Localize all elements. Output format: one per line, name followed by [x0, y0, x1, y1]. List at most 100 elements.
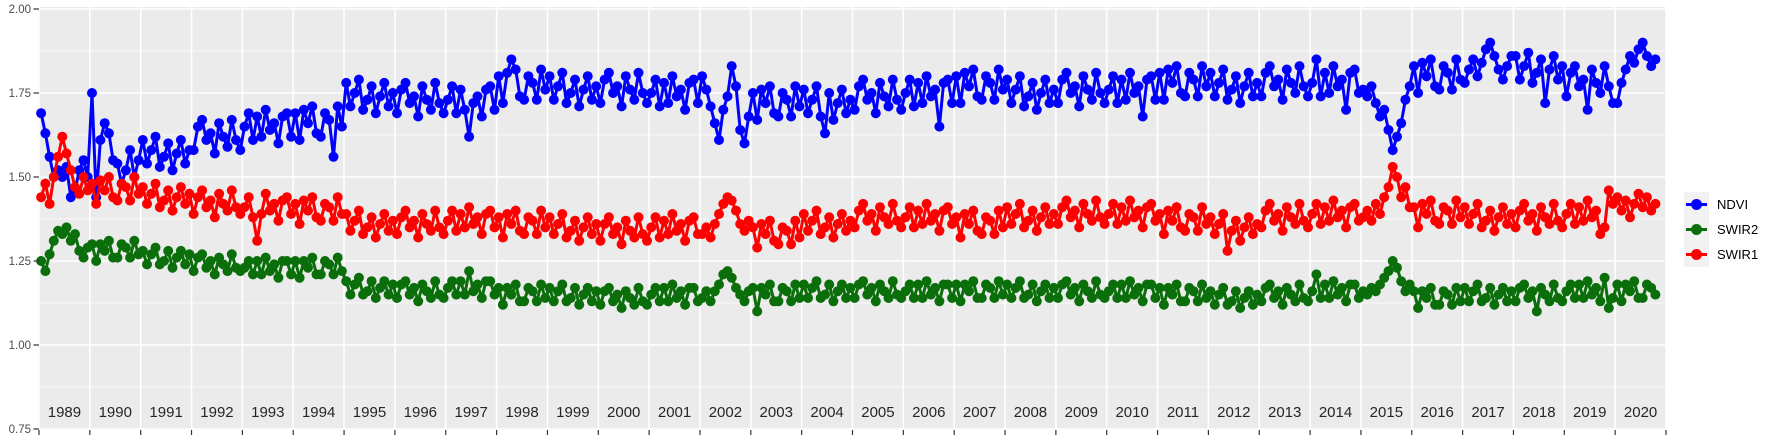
data-point-swir1[interactable] — [103, 172, 114, 182]
data-point-ndvi[interactable] — [735, 125, 746, 135]
data-point-ndvi[interactable] — [239, 121, 250, 132]
data-point-swir1[interactable] — [400, 205, 411, 216]
data-point-ndvi[interactable] — [243, 108, 254, 119]
data-point-ndvi[interactable] — [701, 84, 712, 95]
data-point-ndvi[interactable] — [1591, 77, 1602, 88]
data-point-swir2[interactable] — [103, 235, 114, 246]
data-point-swir1[interactable] — [290, 198, 301, 209]
data-point-swir2[interactable] — [273, 272, 284, 283]
data-point-swir2[interactable] — [747, 282, 758, 293]
data-point-swir1[interactable] — [1239, 222, 1250, 233]
data-point-ndvi[interactable] — [1582, 104, 1593, 115]
data-point-ndvi[interactable] — [557, 67, 568, 78]
data-point-ndvi[interactable] — [493, 71, 504, 82]
data-point-ndvi[interactable] — [205, 128, 216, 139]
data-point-swir2[interactable] — [252, 256, 263, 266]
data-point-swir2[interactable] — [1294, 279, 1305, 290]
data-point-swir2[interactable] — [1137, 296, 1148, 307]
data-point-ndvi[interactable] — [892, 94, 902, 105]
data-point-ndvi[interactable] — [1527, 77, 1538, 88]
data-point-swir2[interactable] — [519, 296, 530, 307]
data-point-ndvi[interactable] — [1544, 64, 1555, 75]
data-point-swir1[interactable] — [1294, 198, 1305, 209]
data-point-swir2[interactable] — [993, 276, 1004, 287]
data-point-ndvi[interactable] — [803, 108, 813, 119]
data-point-swir2[interactable] — [497, 299, 508, 310]
data-point-swir2[interactable] — [764, 279, 775, 290]
data-point-swir2[interactable] — [866, 282, 877, 293]
data-point-swir2[interactable] — [1510, 296, 1521, 307]
data-point-ndvi[interactable] — [582, 71, 593, 82]
data-point-swir1[interactable] — [1264, 198, 1275, 209]
data-point-swir2[interactable] — [667, 279, 678, 290]
data-point-swir2[interactable] — [222, 266, 233, 277]
data-point-swir2[interactable] — [1637, 293, 1648, 303]
data-point-swir1[interactable] — [1146, 198, 1157, 209]
data-point-swir2[interactable] — [506, 289, 517, 300]
data-point-swir2[interactable] — [1319, 279, 1330, 290]
data-point-swir2[interactable] — [1209, 299, 1220, 310]
data-point-swir1[interactable] — [273, 215, 284, 226]
data-point-swir1[interactable] — [65, 165, 76, 176]
data-point-swir2[interactable] — [1582, 276, 1593, 287]
data-point-swir2[interactable] — [1108, 279, 1119, 290]
data-point-ndvi[interactable] — [1599, 61, 1610, 72]
data-point-ndvi[interactable] — [591, 81, 602, 92]
data-point-swir1[interactable] — [875, 202, 885, 213]
data-point-ndvi[interactable] — [726, 61, 737, 72]
data-point-swir2[interactable] — [1447, 299, 1457, 310]
data-point-swir2[interactable] — [209, 269, 220, 280]
data-point-swir1[interactable] — [1205, 212, 1216, 223]
data-point-swir1[interactable] — [1447, 219, 1457, 229]
data-point-swir2[interactable] — [1154, 282, 1165, 293]
data-point-swir2[interactable] — [1599, 272, 1610, 283]
data-point-swir2[interactable] — [1197, 279, 1208, 290]
data-point-ndvi[interactable] — [226, 114, 237, 125]
data-point-ndvi[interactable] — [1286, 77, 1296, 88]
data-point-swir2[interactable] — [1273, 286, 1284, 297]
data-point-swir2[interactable] — [1434, 299, 1445, 310]
data-point-ndvi[interactable] — [163, 138, 174, 149]
data-point-swir2[interactable] — [70, 229, 80, 240]
data-point-ndvi[interactable] — [1247, 91, 1258, 102]
data-point-swir2[interactable] — [1595, 296, 1606, 307]
data-point-swir2[interactable] — [1218, 282, 1229, 293]
data-point-ndvi[interactable] — [1650, 54, 1661, 65]
data-point-swir2[interactable] — [1485, 282, 1496, 293]
data-point-swir1[interactable] — [464, 202, 475, 213]
data-point-swir1[interactable] — [112, 195, 123, 206]
data-point-ndvi[interactable] — [904, 74, 915, 85]
data-point-swir2[interactable] — [663, 296, 674, 307]
data-point-ndvi[interactable] — [375, 91, 386, 102]
data-point-swir1[interactable] — [1222, 245, 1233, 256]
data-point-ndvi[interactable] — [646, 88, 657, 98]
data-point-swir1[interactable] — [836, 209, 847, 219]
data-point-swir2[interactable] — [1425, 282, 1436, 293]
data-point-swir2[interactable] — [913, 279, 924, 290]
data-point-swir1[interactable] — [663, 229, 674, 240]
data-point-ndvi[interactable] — [1324, 88, 1335, 98]
data-point-ndvi[interactable] — [836, 84, 847, 95]
data-point-swir1[interactable] — [417, 209, 428, 219]
data-point-ndvi[interactable] — [1281, 64, 1292, 75]
data-point-swir1[interactable] — [1044, 219, 1055, 229]
data-point-swir1[interactable] — [667, 209, 678, 219]
data-point-swir2[interactable] — [379, 276, 390, 287]
data-point-swir2[interactable] — [447, 276, 458, 287]
data-point-swir2[interactable] — [1027, 279, 1038, 290]
data-point-ndvi[interactable] — [209, 148, 220, 159]
data-point-swir1[interactable] — [1548, 198, 1559, 209]
data-point-swir2[interactable] — [544, 282, 555, 293]
data-point-ndvi[interactable] — [930, 84, 941, 95]
data-point-swir1[interactable] — [163, 185, 174, 196]
data-point-swir2[interactable] — [281, 256, 292, 266]
data-point-ndvi[interactable] — [298, 104, 309, 115]
data-point-swir2[interactable] — [955, 296, 966, 307]
data-point-ndvi[interactable] — [1383, 125, 1394, 135]
data-point-swir2[interactable] — [451, 289, 462, 300]
data-point-swir1[interactable] — [803, 225, 813, 236]
data-point-swir2[interactable] — [476, 293, 487, 303]
data-point-ndvi[interactable] — [1629, 57, 1640, 68]
data-point-swir1[interactable] — [1366, 215, 1377, 226]
data-point-swir1[interactable] — [1226, 225, 1237, 236]
